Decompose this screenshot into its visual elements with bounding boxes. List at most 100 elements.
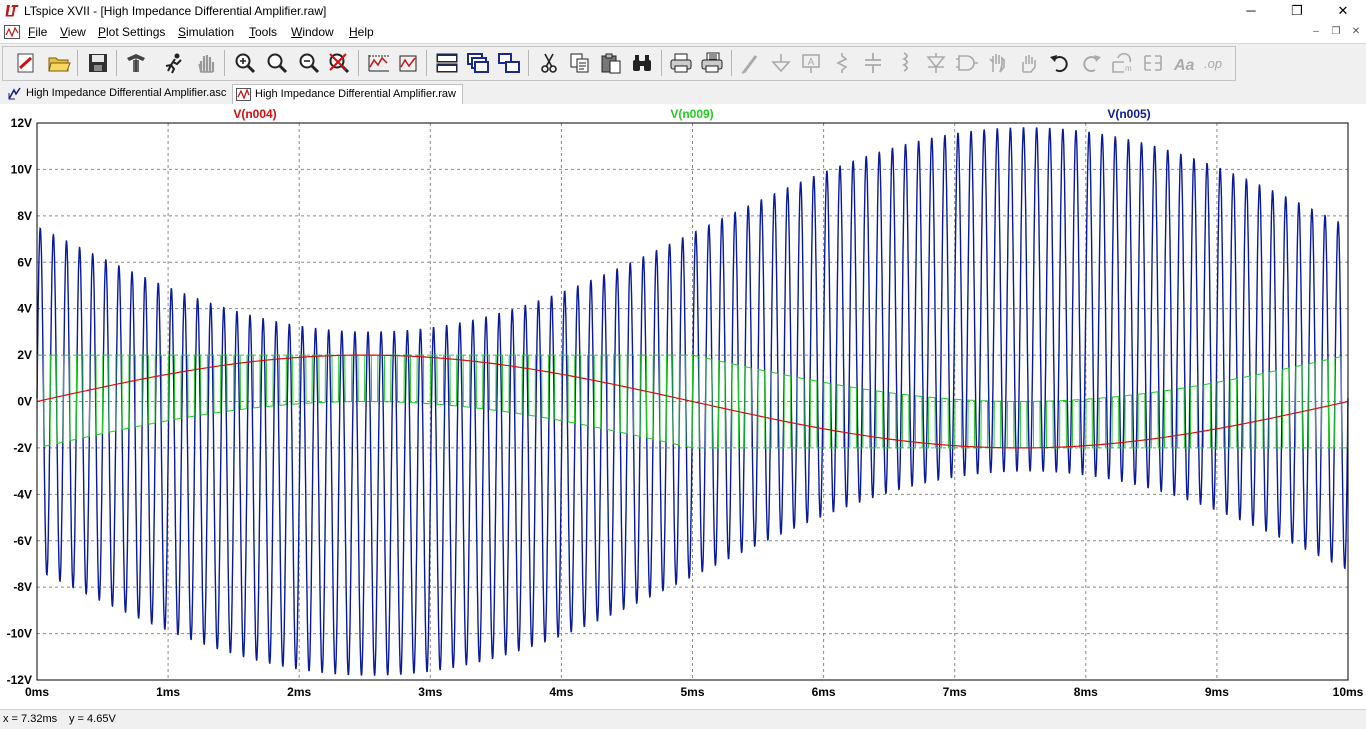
move-icon[interactable] xyxy=(986,52,1010,74)
print-setup-icon[interactable] xyxy=(700,52,724,74)
zoom-full-icon[interactable] xyxy=(265,52,289,74)
halt-icon[interactable] xyxy=(194,52,218,74)
document-icon[interactable] xyxy=(4,25,20,39)
y-tick-label: 10V xyxy=(11,162,32,176)
tile-vertical-icon[interactable] xyxy=(497,52,521,74)
drag-icon[interactable] xyxy=(1017,52,1041,74)
title-bar: LTspice XVII - [High Impedance Different… xyxy=(0,0,1366,22)
x-tick-label: 5ms xyxy=(680,685,704,699)
window-title: LTspice XVII - [High Impedance Different… xyxy=(24,4,327,18)
x-tick-label: 3ms xyxy=(418,685,442,699)
x-tick-label: 1ms xyxy=(156,685,180,699)
plot-border xyxy=(36,122,1349,681)
cursor-x-readout: x = 7.32ms xyxy=(3,713,58,725)
cascade-icon[interactable] xyxy=(466,52,490,74)
y-tick-label: -4V xyxy=(13,487,32,501)
plot-canvas[interactable]: 0ms 1ms 2ms 3ms 4ms 5ms 6ms 7ms 8ms 9ms 10ms 12V 10V… xyxy=(0,104,1366,704)
inductor-icon[interactable] xyxy=(892,52,916,74)
trace-legend: V(n004) V(n009) V(n005) xyxy=(233,107,1150,121)
find-icon[interactable] xyxy=(630,52,654,74)
mdi-close-button[interactable]: ✕ xyxy=(1351,26,1361,37)
minimize-button[interactable]: ─ xyxy=(1246,3,1256,18)
close-button[interactable]: ✕ xyxy=(1337,3,1349,18)
x-tick-label: 6ms xyxy=(812,685,836,699)
menu-window[interactable]: Window xyxy=(291,25,334,39)
traces xyxy=(36,127,1349,676)
maximize-button[interactable]: ❐ xyxy=(1291,3,1303,18)
menu-help[interactable]: Help xyxy=(349,25,374,39)
menu-file[interactable]: File xyxy=(28,25,48,39)
x-tick-label: 2ms xyxy=(287,685,311,699)
tab-waveform[interactable]: High Impedance Differential Amplifier.ra… xyxy=(232,84,463,104)
rotate-icon[interactable]: m xyxy=(1110,52,1134,74)
text-icon[interactable]: Aa xyxy=(1172,52,1196,74)
resistor-icon[interactable] xyxy=(830,52,854,74)
menu-simulation[interactable]: Simulation xyxy=(178,25,235,39)
menu-bar: File View Plot Settings Simulation Tools… xyxy=(0,22,1366,42)
y-tick-label: -8V xyxy=(13,580,32,594)
spice-directive-icon[interactable]: .op xyxy=(1203,52,1227,74)
x-tick-label: 9ms xyxy=(1205,685,1229,699)
y-tick-label: 0V xyxy=(17,395,32,409)
paste-icon[interactable] xyxy=(599,52,623,74)
x-tick-label: 10ms xyxy=(1333,685,1364,699)
x-tick-label: 4ms xyxy=(549,685,573,699)
capacitor-icon[interactable] xyxy=(861,52,885,74)
tab-schematic[interactable]: High Impedance Differential Amplifier.as… xyxy=(4,84,232,103)
toolbar-separator xyxy=(358,50,359,76)
zoom-out-icon[interactable] xyxy=(297,52,321,74)
new-schematic-icon[interactable] xyxy=(14,52,38,74)
svg-text:.op: .op xyxy=(1204,56,1222,71)
fit-icon[interactable] xyxy=(396,52,420,74)
y-tick-label: -12V xyxy=(7,673,32,687)
svg-text:A: A xyxy=(808,57,815,68)
ground-icon[interactable] xyxy=(769,52,793,74)
print-icon[interactable] xyxy=(669,52,693,74)
menu-tools[interactable]: Tools xyxy=(249,25,278,39)
mirror-icon[interactable] xyxy=(1141,52,1165,74)
ltspice-logo-icon xyxy=(5,5,19,17)
document-tabs: High Impedance Differential Amplifier.as… xyxy=(0,82,1366,105)
x-tick-label: 8ms xyxy=(1074,685,1098,699)
label-icon[interactable]: A xyxy=(799,52,823,74)
save-icon[interactable] xyxy=(86,52,110,74)
axis-labels: 0ms 1ms 2ms 3ms 4ms 5ms 6ms 7ms 8ms 9ms 10ms 12V 10V… xyxy=(7,116,1364,699)
toolbar: A m Aa .op xyxy=(0,43,1366,83)
y-tick-label: -2V xyxy=(13,441,32,455)
tile-horizontal-icon[interactable] xyxy=(435,52,459,74)
undo-icon[interactable] xyxy=(1048,52,1072,74)
x-tick-label: 0ms xyxy=(25,685,49,699)
zoom-cancel-icon[interactable] xyxy=(327,52,351,74)
toolbar-separator xyxy=(77,50,78,76)
mdi-minimize-button[interactable]: – xyxy=(1313,26,1319,37)
tab-waveform-label: High Impedance Differential Amplifier.ra… xyxy=(255,88,456,100)
legend-v-n005[interactable]: V(n005) xyxy=(1107,107,1150,121)
diode-icon[interactable] xyxy=(924,52,948,74)
run-icon[interactable] xyxy=(162,52,186,74)
waveform-plot[interactable]: 0ms 1ms 2ms 3ms 4ms 5ms 6ms 7ms 8ms 9ms 10ms 12V 10V… xyxy=(0,104,1366,704)
menu-view[interactable]: View xyxy=(60,25,86,39)
redo-icon[interactable] xyxy=(1079,52,1103,74)
y-tick-label: 2V xyxy=(17,348,32,362)
y-tick-label: 4V xyxy=(17,302,32,316)
autorange-icon[interactable] xyxy=(367,52,391,74)
zoom-in-icon[interactable] xyxy=(233,52,257,74)
toolbar-separator xyxy=(426,50,427,76)
control-panel-icon[interactable] xyxy=(124,52,148,74)
y-tick-label: 8V xyxy=(17,209,32,223)
component-icon[interactable] xyxy=(955,52,979,74)
trace-v-n009 xyxy=(36,354,1349,449)
trace-v-n004 xyxy=(36,354,1349,449)
open-icon[interactable] xyxy=(47,52,71,74)
wire-icon[interactable] xyxy=(738,52,762,74)
mdi-restore-button[interactable]: ❐ xyxy=(1331,26,1341,37)
legend-v-n004[interactable]: V(n004) xyxy=(233,107,276,121)
menu-plot-settings[interactable]: Plot Settings xyxy=(98,25,166,39)
svg-text:m: m xyxy=(1125,64,1132,73)
y-tick-label: 12V xyxy=(11,116,32,130)
legend-v-n009[interactable]: V(n009) xyxy=(670,107,713,121)
schematic-icon xyxy=(8,87,21,100)
cut-icon[interactable] xyxy=(537,52,561,74)
copy-icon[interactable] xyxy=(568,52,592,74)
y-tick-label: -6V xyxy=(13,534,32,548)
